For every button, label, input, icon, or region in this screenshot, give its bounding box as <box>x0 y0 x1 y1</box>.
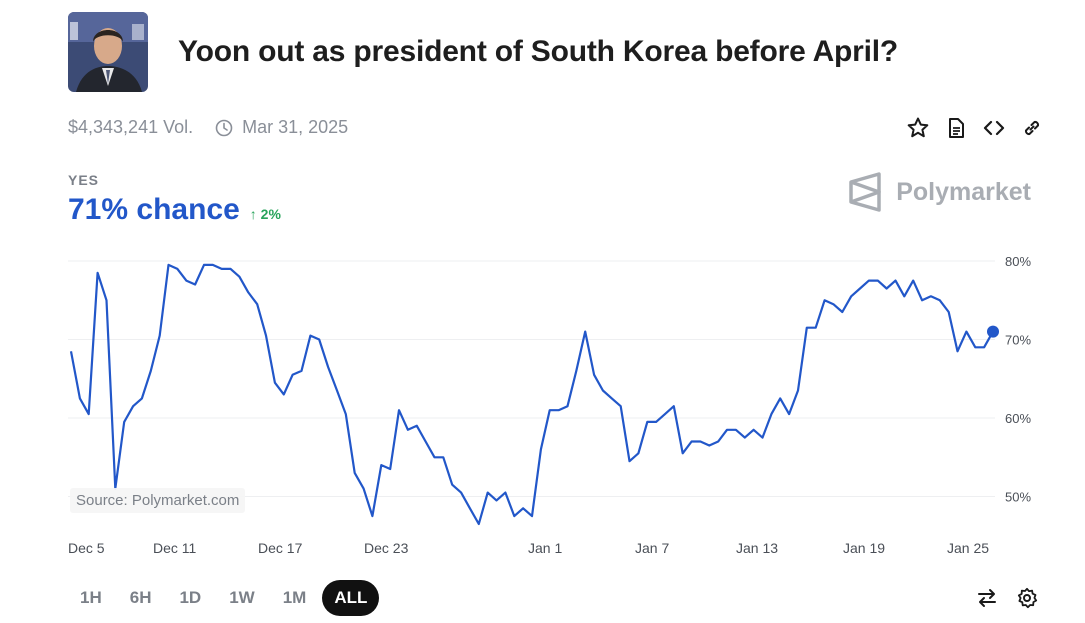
market-title: Yoon out as president of South Korea bef… <box>178 35 899 68</box>
star-icon[interactable] <box>905 115 931 141</box>
x-tick-label: Jan 1 <box>528 540 562 556</box>
code-icon[interactable] <box>981 115 1007 141</box>
brand-logo: Polymarket <box>848 172 1031 212</box>
y-axis-ticks: 50% 60% 70% 80% <box>1005 254 1031 505</box>
delta-value: 2% <box>260 206 281 222</box>
range-button-1d[interactable]: 1D <box>179 588 202 607</box>
x-tick-label: Dec 17 <box>258 540 303 556</box>
market-meta: $4,343,241 Vol. Mar 31, 2025 <box>68 117 348 138</box>
chart-controls <box>959 586 1039 610</box>
outcome-summary: YES 71% chance ↑ 2% <box>68 172 281 227</box>
end-date-text: Mar 31, 2025 <box>242 117 349 137</box>
x-tick-label: Jan 13 <box>736 540 778 556</box>
chance-delta: ↑ 2% <box>250 206 281 222</box>
market-photo <box>68 12 148 92</box>
y-tick-label: 80% <box>1005 254 1031 269</box>
y-tick-label: 70% <box>1005 333 1031 348</box>
x-tick-label: Jan 19 <box>843 540 885 556</box>
x-tick-label: Dec 23 <box>364 540 409 556</box>
chart-grid <box>68 260 995 497</box>
time-range-selector: 1H 6H 1D 1W 1M ALL <box>68 580 383 616</box>
polymarket-logo-icon <box>849 172 881 212</box>
gear-icon[interactable] <box>1015 586 1039 610</box>
range-button-6h[interactable]: 6H <box>129 588 152 607</box>
range-button-all[interactable]: ALL <box>322 580 380 616</box>
clock-icon <box>215 119 233 137</box>
range-button-1m[interactable]: 1M <box>282 588 307 607</box>
chance-value: 71% chance <box>68 193 240 226</box>
swap-arrows-icon[interactable] <box>975 586 999 610</box>
market-actions <box>893 115 1045 141</box>
link-icon[interactable] <box>1019 115 1045 141</box>
range-button-1h[interactable]: 1H <box>80 588 102 607</box>
x-tick-label: Dec 5 <box>68 540 105 556</box>
series-line <box>69 263 994 526</box>
source-label: Source: Polymarket.com <box>70 488 246 513</box>
range-button-1w[interactable]: 1W <box>229 588 255 607</box>
x-axis-ticks: Dec 5 Dec 11 Dec 17 Dec 23 Jan 1 Jan 7 Jan 13 J… <box>68 540 989 556</box>
price-chart[interactable]: 50% 60% 70% 80% Dec 5 Dec 11 Dec 17 Dec 23 Jan … <box>0 240 1085 570</box>
x-tick-label: Dec 11 <box>153 540 197 556</box>
outcome-label: YES <box>68 172 100 188</box>
y-tick-label: 50% <box>1005 490 1031 505</box>
document-icon[interactable] <box>943 115 969 141</box>
market-header: Yoon out as president of South Korea bef… <box>68 12 898 92</box>
x-tick-label: Jan 25 <box>947 540 989 556</box>
last-point-marker <box>987 325 999 338</box>
x-tick-label: Jan 7 <box>635 540 669 556</box>
volume-text: $4,343,241 Vol. <box>68 117 194 137</box>
up-arrow-icon: ↑ <box>249 206 257 222</box>
brand-name: Polymarket <box>896 177 1031 206</box>
y-tick-label: 60% <box>1005 411 1031 426</box>
chart-series <box>69 263 999 526</box>
